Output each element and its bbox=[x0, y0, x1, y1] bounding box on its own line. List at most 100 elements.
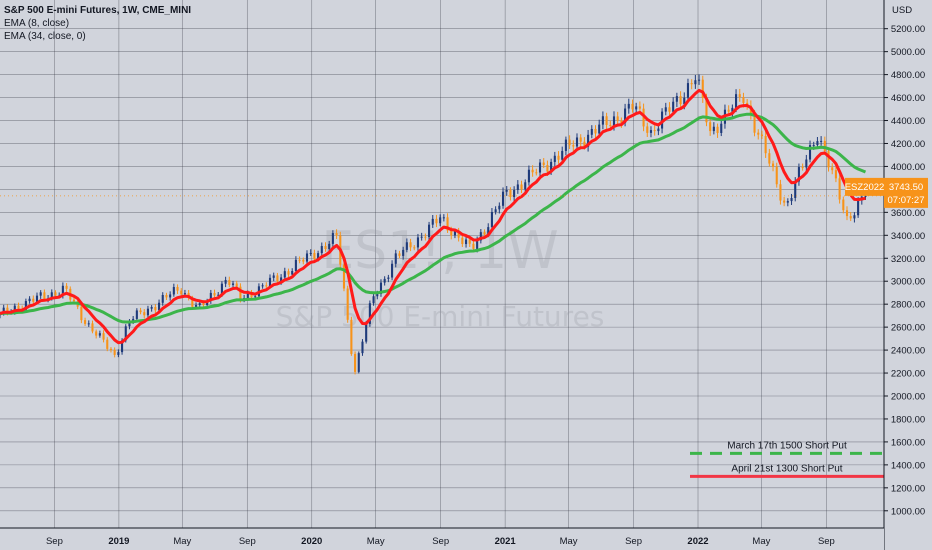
candle-body bbox=[857, 200, 860, 216]
candle-body bbox=[727, 109, 730, 112]
price-tick-label: 4200.00 bbox=[891, 139, 925, 150]
candle-body bbox=[775, 166, 778, 185]
candle bbox=[509, 187, 512, 201]
candle bbox=[842, 196, 845, 214]
price-tick-label: 5200.00 bbox=[891, 24, 925, 35]
candle-body bbox=[446, 217, 449, 231]
candle bbox=[572, 140, 575, 152]
ema-slow-legend[interactable]: EMA (34, close, 0) bbox=[4, 31, 86, 42]
candle bbox=[587, 129, 590, 152]
candle-body bbox=[128, 322, 131, 327]
candle-body bbox=[738, 94, 741, 97]
price-tick-label: 3600.00 bbox=[891, 208, 925, 219]
candle-body bbox=[831, 167, 834, 171]
candle-body bbox=[668, 107, 671, 112]
candle-body bbox=[372, 296, 375, 304]
candle-body bbox=[612, 116, 616, 126]
price-tick-label: 1400.00 bbox=[891, 460, 925, 471]
candle-body bbox=[698, 79, 701, 81]
candle-body bbox=[254, 296, 257, 298]
candle-body bbox=[616, 116, 619, 121]
candle bbox=[531, 165, 534, 177]
candle-body bbox=[342, 264, 346, 289]
time-axis: Sep 2019 May Sep 2020 May Sep 2021 May Sep 2022 May… bbox=[0, 527, 884, 550]
time-tick-label: 2022 bbox=[687, 536, 708, 547]
candle bbox=[479, 229, 482, 244]
candle-body bbox=[172, 287, 175, 295]
candle bbox=[391, 260, 394, 281]
candle-body bbox=[157, 302, 161, 311]
time-tick-label: 2019 bbox=[108, 536, 129, 547]
candle bbox=[649, 126, 653, 138]
time-tick-label: May bbox=[367, 536, 385, 547]
candle-body bbox=[838, 178, 841, 200]
candle-body bbox=[357, 353, 360, 372]
candle-body bbox=[468, 239, 471, 244]
candle-body bbox=[391, 263, 394, 278]
candle-body bbox=[757, 132, 760, 135]
level-text: March 17th 1500 Short Put bbox=[727, 440, 847, 451]
candle-body bbox=[564, 139, 567, 151]
candle-body bbox=[135, 310, 138, 319]
candle-body bbox=[442, 217, 445, 219]
candle-body bbox=[220, 283, 223, 295]
candle-body bbox=[124, 326, 127, 341]
candle-body bbox=[165, 294, 168, 298]
candle-body bbox=[494, 209, 497, 212]
candle-body bbox=[24, 301, 27, 310]
candle-body bbox=[768, 153, 771, 164]
candle-body bbox=[95, 331, 98, 336]
candle-body bbox=[601, 116, 604, 125]
candle bbox=[416, 233, 420, 252]
candle bbox=[398, 250, 401, 259]
candle bbox=[579, 134, 582, 147]
candle-body bbox=[424, 236, 427, 238]
candle bbox=[320, 242, 323, 257]
time-tick-label: May bbox=[173, 536, 191, 547]
last-price-label: ESZ2022 3743.50 07:07:27 bbox=[845, 177, 928, 208]
candle-body bbox=[808, 145, 812, 160]
candle bbox=[32, 295, 35, 305]
candle bbox=[209, 289, 212, 304]
time-tick-label: May bbox=[560, 536, 578, 547]
candle-body bbox=[627, 103, 630, 109]
candle-body bbox=[405, 242, 408, 250]
grid bbox=[0, 0, 884, 528]
candle bbox=[361, 339, 364, 356]
candle-body bbox=[638, 106, 641, 109]
candle-body bbox=[213, 292, 216, 296]
candle-body bbox=[113, 349, 116, 355]
candle bbox=[805, 154, 808, 172]
candle-body bbox=[191, 298, 194, 307]
candle bbox=[590, 125, 593, 139]
candle-body bbox=[771, 163, 775, 167]
price-tick-label: 1800.00 bbox=[891, 414, 925, 425]
candle-body bbox=[435, 218, 438, 224]
price-tick-label: 3400.00 bbox=[891, 231, 925, 242]
candle bbox=[383, 276, 386, 286]
candle-body bbox=[54, 292, 57, 296]
candle bbox=[513, 186, 516, 201]
candle bbox=[520, 180, 523, 193]
candle-body bbox=[690, 83, 693, 85]
candle-body bbox=[686, 83, 690, 98]
candle-body bbox=[276, 275, 279, 282]
candle bbox=[39, 290, 42, 299]
candle bbox=[294, 256, 297, 275]
candle-body bbox=[583, 141, 586, 147]
candle-body bbox=[550, 161, 553, 172]
candle bbox=[501, 187, 505, 209]
candle-body bbox=[594, 128, 597, 134]
candle-body bbox=[590, 128, 593, 135]
candle-body bbox=[672, 101, 675, 112]
candle bbox=[542, 158, 545, 169]
ema-fast-legend[interactable]: EMA (8, close) bbox=[4, 18, 70, 29]
symbol-title[interactable]: S&P 500 E-mini Futures, 1W, CME_MINI bbox=[4, 5, 192, 16]
candle-body bbox=[598, 124, 601, 134]
candle bbox=[113, 347, 116, 358]
candle-body bbox=[320, 246, 323, 254]
candle bbox=[616, 111, 619, 125]
price-tick-label: 1000.00 bbox=[891, 506, 925, 517]
